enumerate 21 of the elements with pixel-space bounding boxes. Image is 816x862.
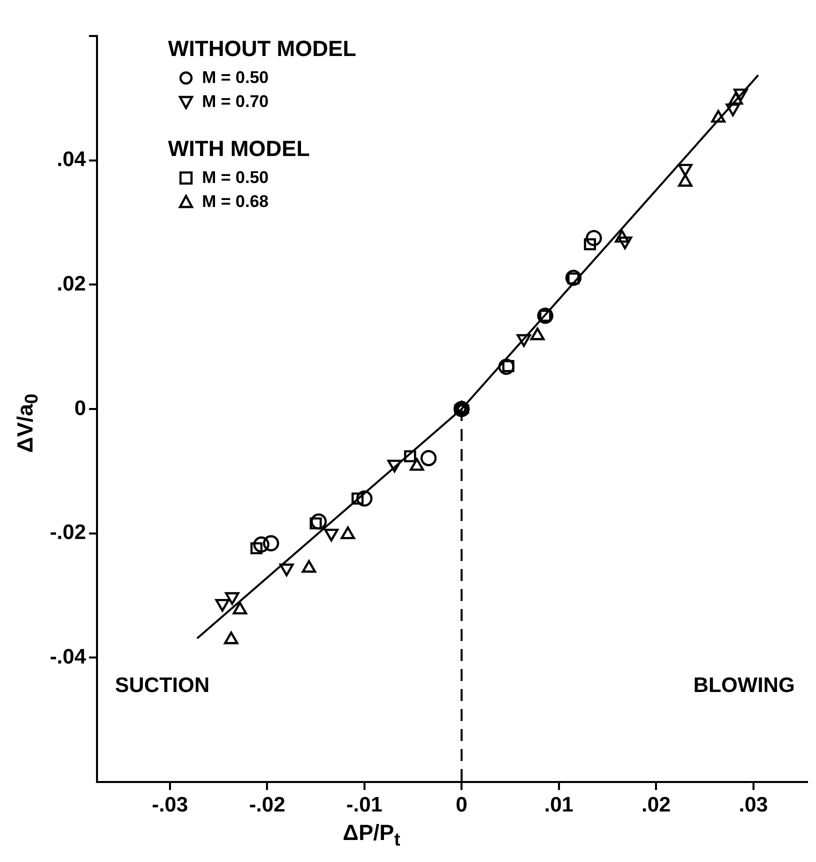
annotation: WITH MODEL	[168, 136, 311, 162]
annotation: BLOWING	[693, 674, 795, 697]
x-tick-label: .02	[641, 793, 671, 816]
x-tick-label: .01	[544, 793, 574, 816]
y-tick-label: -.02	[50, 521, 86, 544]
annotation: SUCTION	[115, 674, 210, 697]
legend-label: M = 0.70	[202, 92, 269, 112]
y-tick-label: -.04	[50, 645, 86, 668]
x-tick-label: .03	[738, 793, 768, 816]
legend-label: M = 0.68	[202, 192, 269, 212]
legend-label: M = 0.50	[202, 68, 269, 88]
x-tick-label: -.01	[346, 793, 383, 816]
y-tick-label: 0	[74, 396, 86, 420]
x-tick-label: -.02	[249, 793, 286, 816]
y-tick-label: .02	[56, 272, 86, 296]
annotation: WITHOUT MODEL	[168, 36, 356, 62]
legend-label: M = 0.50	[202, 168, 269, 188]
x-tick-label: 0	[456, 793, 468, 816]
x-tick-label: -.03	[152, 793, 188, 816]
x-axis-title: ΔP/P$_{t}$	[342, 820, 400, 850]
y-tick-label: .04	[56, 148, 86, 172]
